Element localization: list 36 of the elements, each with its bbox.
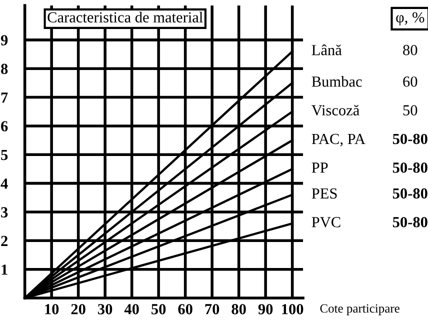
chart-title: Caracteristica de material (48, 12, 203, 23)
y-tick-label: 3 (1, 207, 8, 218)
text: 60 (403, 76, 418, 87)
series-label: Bumbac (312, 76, 362, 87)
y-tick-label: 7 (1, 92, 8, 103)
text: 50-80 (392, 162, 428, 173)
text: 50-80 (392, 134, 428, 144)
series-label: Lână (312, 44, 342, 56)
x-tick-label: 30 (98, 304, 112, 314)
x-tick-label: 20 (71, 304, 86, 314)
x-tick-label: 40 (124, 304, 139, 314)
text: 80 (403, 44, 418, 56)
x-tick-label: 80 (232, 304, 246, 314)
text: 50-80 (392, 188, 428, 199)
series-label: PVC (312, 217, 340, 228)
y-tick-label: 4 (0, 178, 8, 189)
y-tick-label: 8 (1, 64, 8, 74)
x-tick-label: 50 (152, 304, 166, 314)
text: 50-80 (392, 216, 428, 228)
y-tick-label: 2 (1, 236, 8, 246)
y-tick-label: 6 (1, 121, 8, 132)
x-tick-label: 90 (258, 304, 273, 314)
x-tick-label: 70 (205, 304, 220, 314)
x-tick-label: 100 (282, 304, 304, 314)
series-label: PP (312, 162, 328, 173)
series-label: PAC, PA (312, 134, 366, 146)
y-tick-label: 1 (2, 264, 8, 275)
series-label: PES (312, 188, 337, 199)
x-axis-title: Cote participare (320, 304, 400, 316)
x-tick-label: 60 (178, 304, 192, 314)
text: 50 (403, 105, 418, 116)
series-label: Viscoză (312, 104, 360, 116)
y-tick-label: 9 (0, 35, 8, 46)
x-tick-label: 10 (45, 304, 59, 314)
text: φ, % (396, 12, 424, 26)
y-tick-label: 5 (1, 150, 8, 160)
